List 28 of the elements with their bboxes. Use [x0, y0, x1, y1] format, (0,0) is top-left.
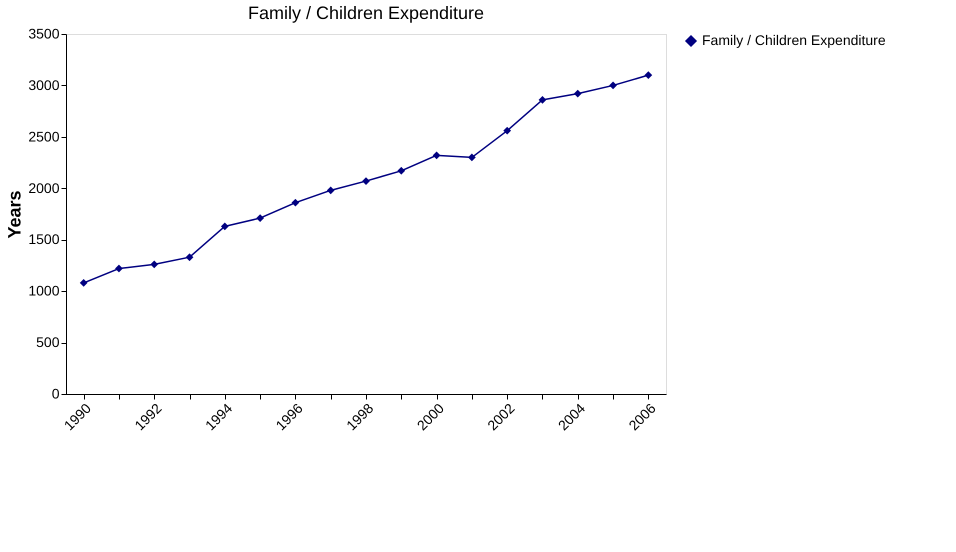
point [186, 253, 194, 262]
point [397, 166, 406, 175]
point [538, 96, 546, 104]
point [220, 222, 229, 230]
y-tick-label: 2500 [28, 128, 60, 144]
y-tick-label: 3500 [28, 26, 60, 42]
chart-title: Family / Children Expenditure [248, 3, 484, 23]
point [326, 186, 335, 194]
y-tick-label: 1000 [28, 282, 60, 299]
point [609, 82, 617, 90]
point [503, 126, 512, 135]
point [362, 177, 370, 185]
y-tick-label: 1500 [28, 231, 60, 248]
point [468, 154, 476, 162]
point [115, 264, 123, 272]
legend-label: Family / Children Expenditure [702, 32, 886, 48]
point [256, 214, 264, 222]
point [80, 279, 88, 287]
point [432, 152, 440, 160]
y-tick-label: 500 [36, 334, 60, 350]
y-tick-label: 2000 [28, 180, 60, 196]
y-axis-title: Years [4, 190, 24, 239]
point [292, 198, 300, 207]
point [150, 260, 158, 268]
point [574, 90, 582, 98]
y-tick-label: 3000 [28, 76, 60, 93]
y-tick-label: 0 [52, 386, 60, 402]
point [644, 71, 652, 80]
